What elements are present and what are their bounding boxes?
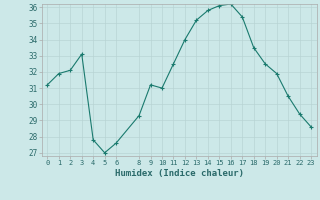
- X-axis label: Humidex (Indice chaleur): Humidex (Indice chaleur): [115, 169, 244, 178]
